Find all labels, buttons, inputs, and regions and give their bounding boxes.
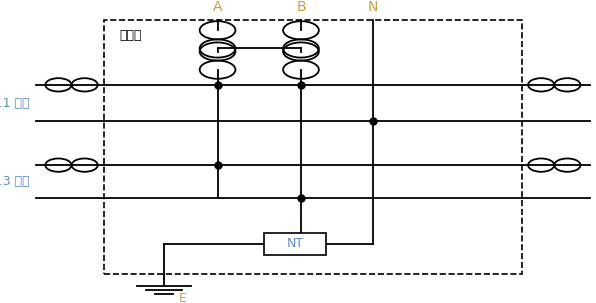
- Text: E: E: [179, 292, 187, 303]
- Text: No.1 회로: No.1 회로: [0, 97, 30, 109]
- Text: A: A: [213, 0, 222, 14]
- Text: NT: NT: [287, 238, 303, 250]
- Text: No.3 회로: No.3 회로: [0, 175, 30, 188]
- Text: 분전반: 분전반: [119, 29, 142, 42]
- Text: N: N: [367, 0, 378, 14]
- Bar: [104, 20, 522, 274]
- Text: B: B: [296, 0, 306, 14]
- Bar: [263, 233, 327, 255]
